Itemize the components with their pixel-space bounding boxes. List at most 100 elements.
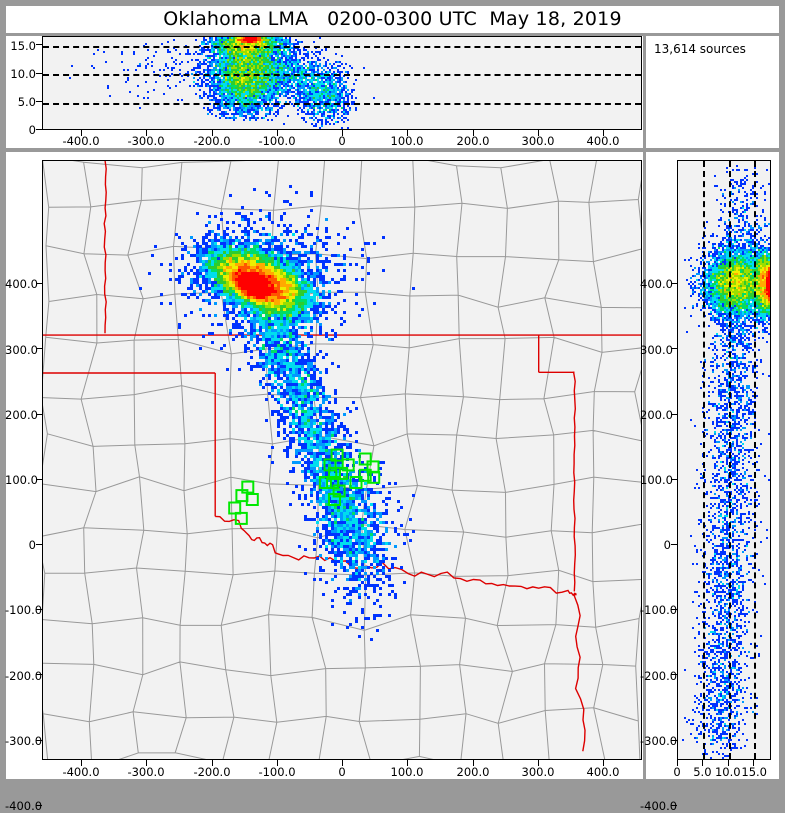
right-ytick-mark-300 bbox=[671, 348, 677, 350]
map-ytick-mark--400 bbox=[36, 804, 42, 806]
top-xtick-mark--400 bbox=[81, 130, 82, 136]
right-ytick-mark--200 bbox=[671, 674, 677, 676]
map-xtick-mark-300 bbox=[538, 760, 539, 766]
top-xtick-400: 400.0 bbox=[586, 134, 620, 148]
top-xtick-100: 100.0 bbox=[390, 134, 424, 148]
right-ytick--200: -200.0 bbox=[640, 668, 678, 683]
top-ytick-mark-5 bbox=[36, 100, 42, 102]
page-title: Oklahoma LMA 0200-0300 UTC May 18, 2019 bbox=[163, 8, 622, 30]
right-ytick-100: 100.0 bbox=[640, 472, 673, 487]
map-xtick-mark-0 bbox=[342, 760, 343, 766]
top-xtick--400: -400.0 bbox=[62, 134, 100, 148]
top-xtick--300: -300.0 bbox=[127, 134, 165, 148]
source-count-label: 13,614 sources bbox=[654, 42, 746, 56]
map-ytick--100: -100.0 bbox=[5, 603, 43, 618]
right-ytick-mark--100 bbox=[671, 609, 677, 611]
plan-view-map-panel: 400.0 300.0 200.0 100.0 0 -100.0 -200.0 … bbox=[5, 152, 643, 813]
top-xtick-300: 300.0 bbox=[521, 134, 555, 148]
right-ytick-mark-400 bbox=[671, 283, 677, 285]
map-source-scatter bbox=[139, 185, 415, 641]
map-xtick--100: -100.0 bbox=[258, 765, 296, 779]
lma-station-marker bbox=[228, 501, 242, 515]
source-count-panel: 13,614 sources bbox=[646, 36, 779, 148]
top-ytick-mark-15 bbox=[36, 44, 42, 46]
top-source-scatter bbox=[69, 37, 375, 129]
map-xtick--200: -200.0 bbox=[193, 765, 231, 779]
map-xtick-mark-100 bbox=[407, 760, 408, 766]
top-xtick-0: 0 bbox=[338, 134, 346, 148]
map-ytick-mark--300 bbox=[36, 739, 42, 741]
top-xtick-mark-200 bbox=[473, 130, 474, 136]
right-ytick-mark-0 bbox=[671, 543, 677, 545]
map-ytick-mark-200 bbox=[36, 413, 42, 415]
map-ytick-mark--200 bbox=[36, 674, 42, 676]
altitude-vs-east-west-plot bbox=[42, 36, 642, 130]
map-ytick--300: -300.0 bbox=[5, 733, 43, 748]
map-ytick--200: -200.0 bbox=[5, 668, 43, 683]
lma-station-marker bbox=[245, 493, 259, 506]
top-xtick-mark--200 bbox=[212, 130, 213, 136]
lma-station-marker bbox=[349, 476, 363, 489]
top-ytick-5: 5.0 bbox=[17, 95, 36, 110]
top-xtick-mark-300 bbox=[538, 130, 539, 136]
right-xtick-mark-15 bbox=[753, 760, 755, 766]
map-xtick-mark--300 bbox=[146, 760, 147, 766]
right-ytick--100: -100.0 bbox=[640, 603, 678, 618]
map-xtick--300: -300.0 bbox=[127, 765, 165, 779]
map-xtick-200: 200.0 bbox=[456, 765, 490, 779]
gridline-alt-15 bbox=[43, 46, 641, 48]
lma-station-markers bbox=[228, 448, 381, 525]
map-ytick-300: 300.0 bbox=[5, 342, 38, 357]
map-xtick-100: 100.0 bbox=[390, 765, 424, 779]
top-ytick-mark-10 bbox=[36, 72, 42, 74]
map-xtick-mark--200 bbox=[212, 760, 213, 766]
lma-station-marker bbox=[234, 511, 248, 525]
lma-station-marker bbox=[341, 458, 355, 472]
plan-view-map-plot bbox=[42, 160, 642, 760]
right-ytick-300: 300.0 bbox=[640, 342, 673, 357]
map-ytick-200: 200.0 bbox=[5, 407, 38, 422]
map-ytick-mark--100 bbox=[36, 609, 42, 611]
right-ytick--300: -300.0 bbox=[640, 733, 678, 748]
right-xtick-mark-10 bbox=[727, 760, 729, 766]
right-xtick-mark-0 bbox=[677, 760, 678, 766]
lma-station-marker bbox=[318, 476, 332, 489]
map-xtick-300: 300.0 bbox=[521, 765, 555, 779]
top-xtick-mark--300 bbox=[146, 130, 147, 136]
map-ytick--400: -400.0 bbox=[5, 798, 43, 813]
map-xtick-0: 0 bbox=[338, 765, 346, 779]
map-xtick-400: 400.0 bbox=[586, 765, 620, 779]
right-ytick-200: 200.0 bbox=[640, 407, 673, 422]
right-ytick--400: -400.0 bbox=[640, 798, 678, 813]
top-ytick-mark-0 bbox=[36, 129, 42, 131]
top-xtick-200: 200.0 bbox=[456, 134, 490, 148]
map-xtick--400: -400.0 bbox=[62, 765, 100, 779]
map-xtick-mark-400 bbox=[603, 760, 604, 766]
lma-station-marker bbox=[358, 468, 372, 482]
lma-station-marker bbox=[328, 493, 341, 506]
gridline-alt-15-right bbox=[754, 161, 757, 759]
map-xtick-mark-200 bbox=[473, 760, 474, 766]
lma-visualization-window: Oklahoma LMA 0200-0300 UTC May 18, 2019 … bbox=[5, 6, 779, 813]
gridline-alt-10-right bbox=[728, 161, 731, 759]
lma-station-marker bbox=[367, 470, 381, 484]
map-ytick-mark-300 bbox=[36, 348, 42, 350]
map-xtick-mark--100 bbox=[277, 760, 278, 766]
top-xtick-mark-400 bbox=[603, 130, 604, 136]
title-bar: Oklahoma LMA 0200-0300 UTC May 18, 2019 bbox=[6, 6, 779, 33]
top-ytick-10: 10.0 bbox=[10, 66, 36, 81]
map-ytick-mark-100 bbox=[36, 478, 42, 480]
top-xtick-mark-0 bbox=[342, 130, 343, 136]
top-xtick-mark-100 bbox=[407, 130, 408, 136]
right-xtick-mark-5 bbox=[702, 760, 704, 766]
right-xtick-0: 0 bbox=[673, 765, 681, 779]
right-ytick-mark-200 bbox=[671, 413, 677, 415]
lma-station-marker bbox=[330, 448, 344, 462]
map-and-sources bbox=[43, 161, 641, 759]
right-ytick-mark-100 bbox=[671, 478, 677, 480]
right-ytick-mark--400 bbox=[671, 804, 677, 806]
top-ytick-0: 0 bbox=[28, 123, 36, 138]
right-ytick-mark--300 bbox=[671, 739, 677, 741]
lma-station-marker bbox=[358, 452, 372, 466]
map-xtick-mark--400 bbox=[81, 760, 82, 766]
